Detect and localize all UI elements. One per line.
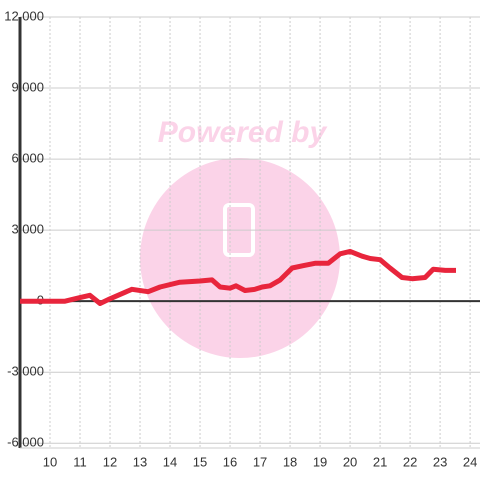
x-tick-label: 11 [73, 454, 87, 469]
y-tick-label: -6,000 [7, 435, 44, 450]
data-line [20, 248, 456, 306]
x-tick-label: 16 [223, 454, 237, 469]
x-tick-label: 24 [463, 454, 477, 469]
y-tick-label: -3,000 [7, 364, 44, 379]
y-tick-label: 3,000 [11, 222, 44, 237]
x-tick-label: 23 [433, 454, 447, 469]
y-tick-label: 6,000 [11, 151, 44, 166]
x-tick-label: 13 [133, 454, 147, 469]
x-tick-label: 22 [403, 454, 417, 469]
x-tick-label: 20 [343, 454, 357, 469]
watermark-text: Powered by [158, 116, 328, 149]
x-tick-label: 21 [373, 454, 387, 469]
x-tick-label: 17 [253, 454, 267, 469]
y-tick-label: 12,000 [4, 8, 44, 23]
y-tick-label: 9,000 [11, 79, 44, 94]
x-tick-label: 19 [313, 454, 327, 469]
x-tick-label: 14 [163, 454, 177, 469]
watermark-circle [140, 158, 340, 358]
x-tick-label: 10 [43, 454, 57, 469]
x-tick-label: 15 [193, 454, 207, 469]
x-tick-label: 18 [283, 454, 297, 469]
x-tick-label: 12 [103, 454, 117, 469]
